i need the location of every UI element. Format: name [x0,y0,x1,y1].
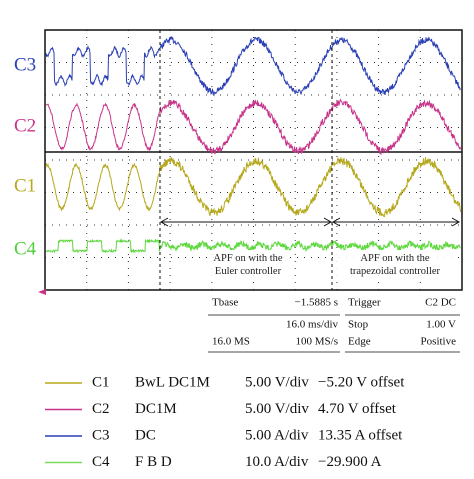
channel-label: C4 [14,238,37,259]
legend-channel: C2 [92,401,110,417]
waveform [45,98,461,156]
legend-channel: C3 [92,427,110,443]
legend-offset: −29.900 A [318,454,382,470]
legend-offset: −5.20 V offset [318,374,405,390]
screen-frame [44,29,463,291]
marker [38,289,46,295]
info-text: 1.00 V [426,319,456,331]
channel-label: C2 [14,115,36,136]
legend-coupling: F B D [135,454,172,470]
label-bg [208,250,288,280]
channel-label: C3 [14,54,36,75]
info-text: 16.0 MS [212,336,250,348]
info-text: Tbase [212,297,238,309]
legend: C1 BwL DC1M 5.00 V/div −5.20 V offset C2 DC1M… [45,374,405,470]
channel-label: C1 [14,175,36,196]
waveform [45,156,461,218]
info-text: 100 MS/s [296,336,339,348]
annotation: APF on with the [360,253,429,264]
waveform [45,36,461,97]
info-text: Trigger [348,297,381,309]
annotation: trapezoidal controller [350,266,441,277]
waveforms [45,36,461,254]
legend-scale: 5.00 A/div [245,427,309,443]
grid [45,30,462,290]
info-text: −1.5885 s [295,297,338,309]
arrows [159,217,461,227]
annotation: APF on with the [213,253,282,264]
info-panel: Tbase −1.5885 s 16.0 ms/div 16.0 MS 100 … [208,297,460,353]
info-text: Edge [348,336,371,348]
info-text: Positive [421,336,457,348]
legend-channel: C4 [92,454,110,470]
legend-scale: 5.00 V/div [245,374,309,390]
waveform [45,238,461,254]
legend-scale: 10.0 A/div [245,454,309,470]
legend-offset: 13.35 A offset [318,427,403,443]
legend-scale: 5.00 V/div [245,401,309,417]
info-text: 16.0 ms/div [286,319,338,331]
legend-coupling: DC1M [135,401,177,417]
info-text: C2 DC [425,297,456,309]
annotation: Euler controller [215,266,282,277]
legend-coupling: BwL DC1M [135,374,210,390]
legend-channel: C1 [92,374,110,390]
info-text: Stop [348,319,369,331]
legend-offset: 4.70 V offset [318,401,397,417]
label-bg [336,250,454,280]
legend-coupling: DC [135,427,156,443]
